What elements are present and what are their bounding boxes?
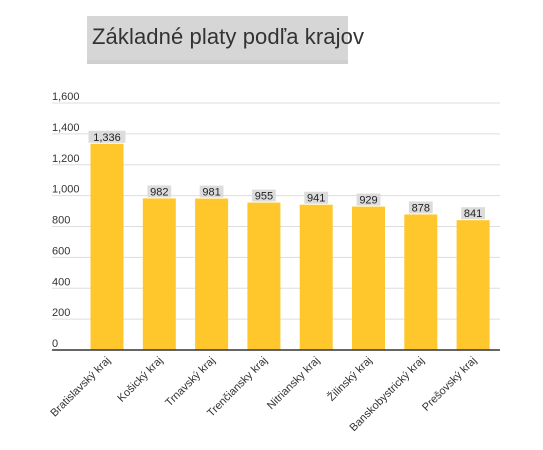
y-tick-label: 1,000	[52, 184, 80, 196]
x-tick-label: Trnavský kraj	[163, 355, 217, 409]
y-tick-label: 1,200	[52, 153, 80, 165]
bar	[90, 143, 124, 350]
bar	[352, 206, 385, 350]
y-tick-label: 1,600	[52, 91, 80, 103]
chart-title: Základné platy podľa krajov	[92, 24, 365, 49]
y-tick-label: 600	[52, 245, 70, 257]
data-labels: 1,336 982 981 955 941 929 878 841	[88, 130, 485, 220]
data-label-background	[147, 185, 172, 198]
x-tick-label: Nitriansky kraj	[265, 355, 322, 412]
data-label: 955	[255, 191, 273, 203]
y-tick-label: 800	[52, 215, 70, 227]
data-label: 982	[150, 186, 168, 198]
bar	[195, 198, 229, 350]
data-label-background	[356, 193, 381, 206]
bar	[404, 214, 438, 350]
chart-title-underline	[87, 60, 348, 64]
bar	[456, 220, 490, 350]
y-tick-label: 200	[52, 307, 70, 319]
data-label: 981	[202, 187, 220, 199]
x-tick-label: Bratislavský kraj	[48, 355, 113, 420]
bar	[142, 198, 176, 350]
y-tick-label: 1,400	[52, 122, 80, 134]
chart-title-background	[87, 16, 348, 60]
bars	[90, 143, 490, 350]
data-label: 841	[464, 208, 482, 220]
bar	[247, 202, 281, 350]
x-tick-label: Žilinský kraj	[325, 354, 375, 404]
y-tick-label: 0	[52, 338, 58, 350]
x-tick-label: Košický kraj	[115, 355, 165, 405]
data-label: 1,336	[93, 132, 121, 144]
y-axis-tick-labels: 0 200 400 600 800 1,000 1,200 1,400 1,600	[52, 91, 80, 350]
data-label-background	[199, 185, 224, 198]
data-label: 941	[307, 193, 325, 205]
data-label-background	[461, 207, 485, 220]
data-label-background	[88, 130, 126, 143]
data-label-background	[304, 191, 329, 204]
data-label: 878	[412, 202, 430, 214]
x-tick-label: Prešovský kraj	[420, 355, 479, 414]
bar	[299, 204, 333, 350]
data-label-background	[252, 189, 276, 202]
data-label: 929	[359, 195, 377, 207]
data-label-background	[408, 201, 433, 214]
y-tick-label: 400	[52, 276, 70, 288]
